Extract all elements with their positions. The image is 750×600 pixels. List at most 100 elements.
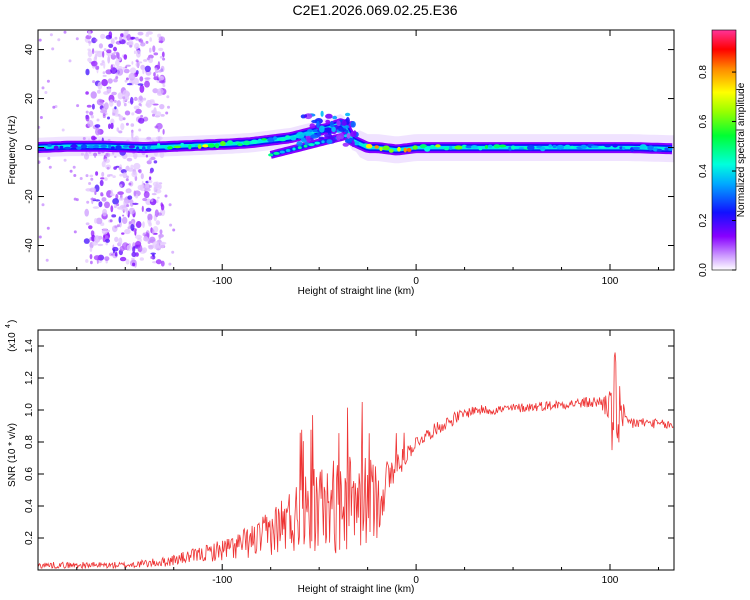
cluster-blob — [323, 127, 333, 133]
cluster-blob — [325, 113, 333, 119]
noise-blob — [102, 113, 106, 117]
noise-blob — [117, 113, 121, 117]
noise-blob — [51, 47, 55, 51]
noise-blob — [41, 86, 45, 90]
noise-blob — [133, 50, 137, 54]
noise-blob — [134, 110, 140, 114]
noise-blob — [146, 57, 150, 61]
noise-blob — [101, 171, 105, 177]
snr-xtick-label: 100 — [602, 575, 619, 586]
spectrogram-ylabel: Frequency (Hz) — [7, 116, 18, 185]
ridge-core — [412, 145, 418, 150]
noise-blob — [136, 50, 141, 58]
cluster-blob — [310, 134, 319, 139]
noise-blob — [127, 226, 131, 230]
spectrogram-xtick-label: 100 — [602, 276, 619, 287]
noise-blob — [68, 59, 72, 63]
noise-blob — [145, 207, 152, 212]
noise-blob — [155, 122, 163, 130]
noise-blob — [146, 136, 152, 140]
noise-blob — [82, 137, 86, 140]
colorbar-label: Normalized spectral amplitude — [736, 82, 747, 217]
noise-blob — [116, 68, 124, 76]
noise-blob — [148, 245, 154, 250]
cluster-blob — [336, 120, 341, 127]
noise-blob — [145, 40, 149, 44]
noise-blob — [148, 184, 152, 188]
noise-blob — [142, 247, 148, 253]
snr-ytick-label: 0.6 — [24, 467, 35, 481]
noise-blob — [149, 37, 152, 42]
ridge-core — [261, 138, 267, 141]
ridge-core — [647, 145, 654, 151]
noise-blob — [150, 199, 154, 202]
noise-blob — [111, 91, 117, 96]
noise-blob — [91, 103, 95, 110]
noise-blob — [149, 236, 156, 244]
noise-blob — [124, 66, 128, 69]
noise-blob — [100, 62, 104, 66]
noise-blob — [131, 171, 138, 178]
cluster-blob — [316, 120, 320, 128]
ridge-core — [180, 142, 184, 147]
noise-blob — [107, 55, 111, 64]
noise-blob — [143, 191, 150, 199]
noise-blob — [123, 54, 128, 60]
noise-blob — [63, 30, 67, 34]
ridge-core — [149, 146, 157, 150]
noise-blob — [130, 123, 135, 127]
snr-xtick-label: 0 — [413, 575, 419, 586]
noise-blob — [149, 100, 156, 105]
noise-blob — [104, 177, 108, 181]
noise-blob — [147, 179, 153, 184]
noise-blob — [113, 78, 118, 83]
branch-core — [321, 140, 325, 144]
noise-blob — [86, 104, 92, 108]
noise-blob — [114, 251, 118, 257]
noise-blob — [160, 260, 165, 267]
noise-blob — [158, 69, 162, 73]
noise-blob — [155, 136, 163, 141]
noise-blob — [165, 111, 169, 115]
noise-blob — [93, 255, 101, 261]
noise-blob — [115, 76, 119, 80]
noise-blob — [113, 107, 119, 115]
noise-blob — [162, 84, 166, 88]
noise-blob — [118, 166, 122, 170]
noise-blob — [109, 219, 113, 223]
noise-blob — [88, 182, 92, 185]
noise-blob — [85, 34, 92, 40]
noise-blob — [94, 218, 98, 224]
noise-blob — [168, 203, 172, 207]
noise-blob — [107, 78, 113, 84]
noise-blob — [166, 95, 170, 99]
ridge-core — [527, 145, 535, 151]
noise-blob — [45, 258, 49, 262]
ridge-core — [214, 143, 220, 149]
ridge-core — [599, 145, 606, 149]
noise-blob — [123, 68, 130, 74]
noise-blob — [131, 36, 136, 40]
noise-blob — [104, 256, 110, 261]
noise-blob — [101, 228, 108, 235]
noise-blob — [153, 72, 156, 77]
noise-blob — [97, 243, 104, 247]
ridge-core — [570, 145, 575, 149]
noise-blob — [131, 257, 135, 261]
noise-blob — [138, 103, 142, 106]
noise-blob — [133, 77, 139, 86]
cluster-blob — [309, 123, 316, 129]
noise-blob — [115, 51, 119, 59]
noise-blob — [152, 253, 155, 257]
noise-blob — [100, 109, 107, 114]
snr-ylabel: SNR (10 * v/v) — [7, 423, 18, 487]
noise-blob — [135, 221, 142, 228]
noise-blob — [93, 235, 101, 243]
noise-blob — [102, 74, 107, 77]
noise-blob — [92, 80, 96, 84]
cluster-blob — [324, 133, 333, 138]
colorbar-tick-label: 0.2 — [698, 213, 709, 227]
noise-blob — [107, 174, 110, 178]
cluster-blob — [336, 134, 341, 141]
